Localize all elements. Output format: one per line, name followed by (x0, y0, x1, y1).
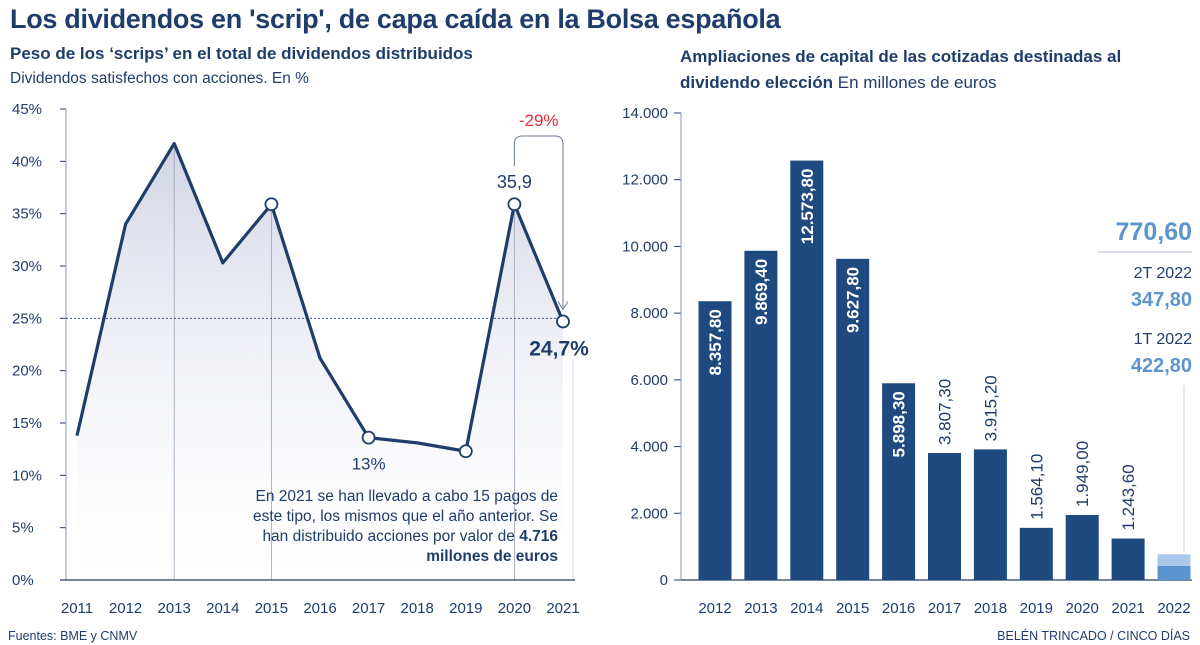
change-bracket (513, 135, 564, 308)
bar (790, 160, 824, 580)
x-tick-label: 2022 (1157, 600, 1190, 617)
y-tick-label: 30% (12, 258, 42, 275)
bar-value-label: 3.807,30 (936, 379, 955, 445)
x-tick-label: 2014 (790, 600, 823, 617)
bar (836, 258, 870, 580)
bar (1019, 527, 1053, 580)
y-tick-label: 10% (12, 467, 42, 484)
y-tick-label: 10.000 (622, 238, 668, 255)
bar (882, 383, 916, 580)
y-tick-label: 35% (12, 206, 42, 223)
x-tick-label: 2019 (449, 600, 482, 617)
stack-2T-value: 347,80 (1131, 289, 1192, 311)
data-point-marker (361, 430, 376, 445)
left-chart-title: Peso de los ‘scrips’ en el total de divi… (10, 44, 473, 63)
y-tick-label: 5% (12, 520, 34, 537)
source-footer: Fuentes: BME y CNMV (8, 629, 138, 643)
line-chart: 0% 5% 10% 15% 20% 25% 30% 35% 40% 45% 2011 2012 2013… (12, 101, 589, 617)
y-tick-label: 6.000 (630, 372, 668, 389)
y-tick-label: 20% (12, 363, 42, 380)
bar (698, 301, 732, 580)
x-tick-label: 2015 (255, 600, 288, 617)
bar-2022-2T (1157, 554, 1191, 566)
x-tick-label: 2021 (1111, 600, 1144, 617)
x-tick-label: 2019 (1020, 600, 1053, 617)
x-tick-label: 2011 (61, 600, 93, 617)
stack-2T-name: 2T 2022 (1134, 265, 1193, 282)
data-label-2021: 24,7% (529, 337, 589, 360)
note-bold: 4.716 millones de euros (426, 528, 558, 565)
data-line (75, 141, 565, 453)
x-tick-label: 2021 (546, 600, 579, 617)
bar-2022-1T (1157, 565, 1191, 580)
x-tick-label: 2015 (836, 600, 869, 617)
data-point-marker (556, 314, 570, 329)
bar-value-label: 1.243,60 (1119, 464, 1138, 530)
x-tick-label: 2017 (928, 600, 961, 617)
y-tick-label: 0 (660, 572, 668, 589)
x-tick-label: 2020 (1066, 600, 1099, 617)
bar (973, 449, 1007, 580)
line-chart-note: En 2021 se han llevado a cabo 15 pagos d… (228, 487, 558, 567)
x-tick-label: 2014 (206, 600, 239, 617)
y-tick-label: 8.000 (630, 305, 668, 322)
y-tick-label: 45% (12, 101, 42, 118)
line-area-fill (77, 143, 563, 581)
main-title: Los dividendos en 'scrip', de capa caída… (10, 4, 781, 34)
data-label-2020: 35,9 (497, 172, 532, 192)
bar-value-label: 1.949,00 (1073, 441, 1092, 507)
x-tick-label: 2012 (698, 600, 731, 617)
bar-value-label: 1.564,10 (1027, 454, 1046, 520)
bar-value-label: 9.627,80 (844, 267, 863, 333)
y-tick-label: 4.000 (630, 439, 668, 456)
y-tick-label: 12.000 (622, 172, 668, 189)
bar (744, 250, 778, 580)
y-tick-label: 2.000 (630, 505, 668, 522)
bar (928, 452, 961, 580)
x-tick-label: 2016 (882, 600, 915, 617)
x-tick-label: 2013 (158, 600, 191, 617)
stack-1T-name: 1T 2022 (1134, 331, 1193, 348)
bar (1065, 514, 1099, 580)
data-point-marker (264, 197, 279, 212)
y-tick-label: 40% (12, 153, 42, 170)
bar-value-label: 5.898,30 (890, 391, 909, 457)
note-text: En 2021 se han llevado a cabo 15 pagos d… (253, 488, 558, 545)
bar-value-label: 12.573,80 (798, 169, 817, 245)
x-tick-label: 2017 (352, 600, 385, 617)
x-tick-label: 2016 (303, 600, 336, 617)
right-chart-unit: En millones de euros (837, 73, 997, 92)
y-tick-label: 15% (12, 415, 42, 432)
y-tick-label: 25% (12, 310, 42, 327)
left-chart-subtitle: Dividendos satisfechos con acciones. En … (10, 70, 309, 87)
x-tick-label: 2018 (401, 600, 434, 617)
total-2022-label: 770,60 (1116, 218, 1192, 246)
bar-chart: 0 2.000 4.000 6.000 8.000 10.000 12.000 14.000 2… (622, 105, 1192, 617)
bar-value-label: 3.915,20 (981, 375, 1000, 441)
x-tick-label: 2012 (109, 600, 142, 617)
bar-value-label: 8.357,80 (706, 309, 725, 375)
change-label: -29% (519, 111, 559, 130)
bar-value-label: 9.869,40 (752, 259, 771, 325)
data-point-marker (458, 444, 473, 459)
stack-1T-value: 422,80 (1131, 355, 1192, 377)
credit-footer: BELÉN TRINCADO / CINCO DÍAS (997, 629, 1190, 643)
change-arrowhead (557, 301, 569, 311)
x-tick-label: 2013 (744, 600, 777, 617)
x-tick-label: 2020 (498, 600, 531, 617)
x-tick-label: 2018 (974, 600, 1007, 617)
right-chart-title: Ampliaciones de capital de las cotizadas… (680, 44, 1180, 96)
right-chart-title-text: Ampliaciones de capital de las cotizadas… (680, 47, 1122, 92)
y-tick-label: 0% (12, 572, 34, 589)
data-point-marker (507, 197, 522, 212)
data-label-2017: 13% (352, 455, 386, 474)
bar (1111, 538, 1145, 580)
y-tick-label: 14.000 (622, 105, 668, 122)
